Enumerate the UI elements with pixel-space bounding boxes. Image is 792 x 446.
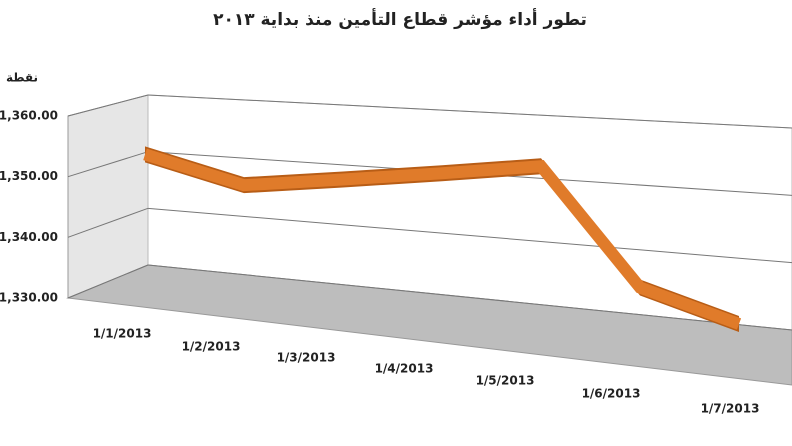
grid-line <box>147 207 792 264</box>
line-ribbon-shade <box>145 146 739 333</box>
x-tick-label: 1/6/2013 <box>582 387 641 401</box>
grid-line <box>67 151 149 178</box>
x-tick-label: 1/7/2013 <box>701 402 760 416</box>
x-tick-label: 1/3/2013 <box>277 351 336 365</box>
plot-area <box>143 146 742 333</box>
x-tick-label: 1/2/2013 <box>182 340 241 354</box>
y-tick-label: 1,340.00 <box>0 230 58 244</box>
x-tick-label: 1/5/2013 <box>476 374 535 388</box>
y-tick-label: 1,350.00 <box>0 169 58 183</box>
y-tick-label: 1,330.00 <box>0 291 58 305</box>
x-tick-label: 1/1/2013 <box>93 327 152 341</box>
grid-line <box>147 264 792 331</box>
grid: 1,330.00 1,340.00 1,350.00 1,360.00 1/1/2013… <box>0 94 792 416</box>
line-series <box>143 148 742 330</box>
grid-line <box>147 94 792 129</box>
y-axis-label: نقطة <box>6 71 38 85</box>
left-wall <box>67 94 149 299</box>
grid-line <box>67 207 149 238</box>
y-tick-label: 1,360.00 <box>0 109 58 123</box>
x-tick-label: 1/4/2013 <box>375 362 434 376</box>
grid-line <box>67 94 149 117</box>
chart-title: تطور أداء مؤشر قطاع التأمين منذ بداية ٢٠… <box>213 8 587 30</box>
grid-line <box>67 264 149 299</box>
